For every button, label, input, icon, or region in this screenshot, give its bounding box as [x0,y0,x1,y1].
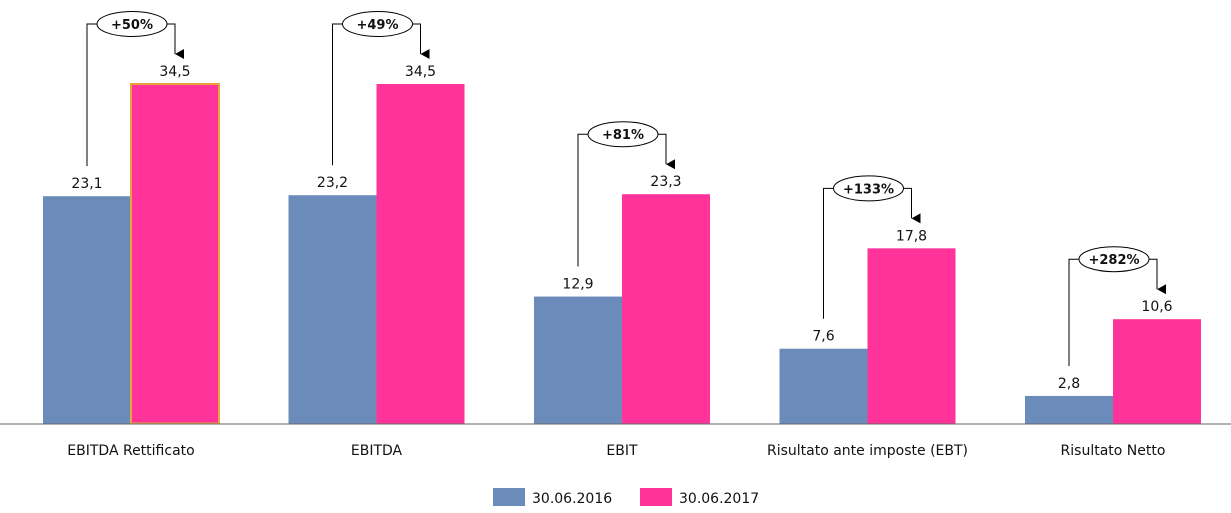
value-label: 2,8 [1058,376,1080,392]
growth-label: +282% [1088,253,1139,268]
bar-2017-3 [867,248,956,424]
legend: 30.06.2016 30.06.2017 [493,488,759,507]
value-label: 7,6 [812,329,834,345]
bar-2016-2 [534,296,622,424]
value-label: 17,8 [896,228,927,244]
legend-swatch [640,488,672,506]
growth-label: +49% [356,18,398,33]
arrow-icon [903,187,921,224]
bar-2016-1 [288,195,377,424]
growth-label: +133% [843,182,894,197]
legend-label: 30.06.2017 [679,491,759,507]
category-label: EBIT [606,443,638,459]
value-label: 34,5 [405,64,436,80]
arrow-icon [412,23,430,59]
bracket-line [823,187,834,319]
category-label: EBITDA Rettificato [67,443,194,459]
category-label: Risultato Netto [1061,443,1166,459]
growth-oval [1078,246,1150,273]
arrow-icon [658,133,675,170]
arrow-icon [1149,258,1166,295]
bar-2017-1 [376,84,465,424]
value-label: 34,5 [159,64,190,80]
bracket-line [332,23,343,166]
bracket-line [1068,258,1079,366]
bars [43,83,1201,425]
value-label: 23,1 [71,176,102,192]
bar-2016-0 [43,196,131,424]
bar-2017-0 [130,83,220,425]
growth-label: +81% [602,128,644,143]
growth-label: +50% [111,18,153,33]
value-label: 12,9 [562,277,593,293]
bracket-line [86,23,97,167]
value-label: 23,2 [317,175,348,191]
bracket-line [577,133,588,267]
category-label: Risultato ante imposte (EBT) [767,443,968,459]
value-label: 23,3 [650,174,681,190]
bar-2017-2 [622,194,710,424]
value-labels: 23,1 34,5 23,2 34,5 12,9 23,3 7,6 17,8 2,8 10,6 [71,64,1172,392]
growth-annotations: +50% +49% +81% +133% +282% [86,11,1166,366]
bar-2017-4 [1113,319,1201,424]
legend-label: 30.06.2016 [532,491,612,507]
category-label: EBITDA [351,443,403,459]
arrow-icon [167,23,184,59]
growth-oval [587,121,659,148]
growth-oval [342,11,413,37]
category-labels: EBITDA Rettificato EBITDA EBIT Risultato an… [67,443,1165,459]
value-label: 10,6 [1141,299,1172,315]
bar-2016-3 [779,348,868,424]
bar-2016-4 [1025,395,1113,424]
legend-swatch [493,488,525,506]
growth-oval [96,11,168,37]
growth-oval [833,175,904,202]
